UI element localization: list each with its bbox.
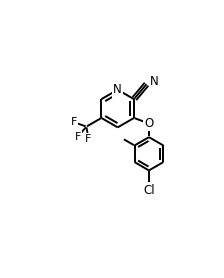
Text: F: F (71, 117, 77, 127)
Text: N: N (113, 83, 122, 96)
Text: N: N (150, 75, 159, 88)
Text: Cl: Cl (143, 185, 155, 197)
Text: F: F (75, 131, 81, 142)
Text: F: F (85, 134, 92, 144)
Text: O: O (144, 117, 154, 130)
